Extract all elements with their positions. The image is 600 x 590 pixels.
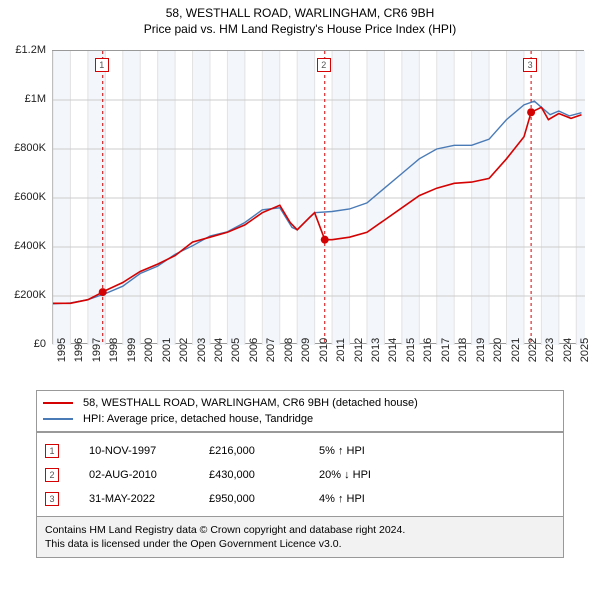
x-tick-label: 2004 (213, 338, 225, 362)
x-tick-label: 2019 (475, 338, 487, 362)
x-tick-label: 2016 (422, 338, 434, 362)
event-row-marker: 1 (45, 444, 59, 458)
x-tick-label: 2002 (178, 338, 190, 362)
footer-line1: Contains HM Land Registry data © Crown c… (45, 523, 555, 537)
legend-swatch-hpi (43, 418, 73, 420)
y-tick-label: £400K (0, 240, 46, 252)
event-row-3: 3 31-MAY-2022£950,0004% ↑ HPI (45, 487, 555, 511)
event-pct: 5% ↑ HPI (319, 445, 479, 457)
event-price: £430,000 (209, 469, 319, 481)
x-tick-label: 2010 (318, 338, 330, 362)
x-tick-label: 1997 (91, 338, 103, 362)
x-tick-label: 2017 (440, 338, 452, 362)
y-tick-label: £1M (0, 93, 46, 105)
event-row-marker: 2 (45, 468, 59, 482)
x-tick-label: 2008 (283, 338, 295, 362)
chart-container: 58, WESTHALL ROAD, WARLINGHAM, CR6 9BH P… (0, 0, 600, 590)
event-marker-1: 1 (95, 58, 109, 72)
x-tick-label: 2022 (527, 338, 539, 362)
x-tick-label: 2001 (161, 338, 173, 362)
x-tick-label: 2018 (457, 338, 469, 362)
x-tick-label: 2009 (300, 338, 312, 362)
y-tick-label: £0 (0, 338, 46, 350)
event-pct: 20% ↓ HPI (319, 469, 479, 481)
event-date: 10-NOV-1997 (89, 445, 209, 457)
y-tick-label: £800K (0, 142, 46, 154)
legend-swatch-price-paid (43, 402, 73, 404)
x-tick-label: 2013 (370, 338, 382, 362)
x-tick-label: 2000 (143, 338, 155, 362)
x-tick-label: 2014 (387, 338, 399, 362)
x-tick-label: 2005 (230, 338, 242, 362)
event-marker-2: 2 (317, 58, 331, 72)
x-tick-label: 2012 (353, 338, 365, 362)
event-row-2: 2 02-AUG-2010£430,00020% ↓ HPI (45, 463, 555, 487)
x-tick-label: 2003 (196, 338, 208, 362)
event-date: 02-AUG-2010 (89, 469, 209, 481)
x-tick-label: 2020 (492, 338, 504, 362)
chart-area: £0 £200K £400K £600K £800K £1M £1.2M 1995 1996 1… (0, 44, 600, 384)
x-tick-label: 2006 (248, 338, 260, 362)
event-pct: 4% ↑ HPI (319, 493, 479, 505)
footer: Contains HM Land Registry data © Crown c… (36, 516, 564, 558)
chart-subtitle: Price paid vs. HM Land Registry's House … (0, 20, 600, 40)
plot-svg (53, 51, 585, 345)
y-tick-label: £1.2M (0, 44, 46, 56)
y-tick-label: £600K (0, 191, 46, 203)
events-table: 1 10-NOV-1997£216,0005% ↑ HPI 2 02-AUG-2010… (36, 432, 564, 518)
x-tick-label: 1998 (108, 338, 120, 362)
x-tick-label: 2015 (405, 338, 417, 362)
event-marker-3: 3 (523, 58, 537, 72)
footer-line2: This data is licensed under the Open Gov… (45, 537, 555, 551)
legend: 58, WESTHALL ROAD, WARLINGHAM, CR6 9BH (… (36, 390, 564, 432)
event-price: £950,000 (209, 493, 319, 505)
chart-title: 58, WESTHALL ROAD, WARLINGHAM, CR6 9BH (0, 0, 600, 20)
x-tick-label: 1996 (73, 338, 85, 362)
legend-label-price-paid: 58, WESTHALL ROAD, WARLINGHAM, CR6 9BH (… (83, 397, 418, 409)
x-tick-label: 1999 (126, 338, 138, 362)
event-price: £216,000 (209, 445, 319, 457)
legend-row-price-paid: 58, WESTHALL ROAD, WARLINGHAM, CR6 9BH (… (43, 395, 557, 411)
x-tick-label: 2023 (544, 338, 556, 362)
event-row-marker: 3 (45, 492, 59, 506)
x-tick-label: 2024 (562, 338, 574, 362)
event-row-1: 1 10-NOV-1997£216,0005% ↑ HPI (45, 439, 555, 463)
x-tick-label: 2025 (579, 338, 591, 362)
x-tick-label: 1995 (56, 338, 68, 362)
plot-area (52, 50, 584, 344)
legend-row-hpi: HPI: Average price, detached house, Tand… (43, 411, 557, 427)
x-tick-label: 2021 (510, 338, 522, 362)
event-date: 31-MAY-2022 (89, 493, 209, 505)
x-tick-label: 2011 (335, 338, 347, 362)
legend-label-hpi: HPI: Average price, detached house, Tand… (83, 413, 313, 425)
x-tick-label: 2007 (265, 338, 277, 362)
y-tick-label: £200K (0, 289, 46, 301)
